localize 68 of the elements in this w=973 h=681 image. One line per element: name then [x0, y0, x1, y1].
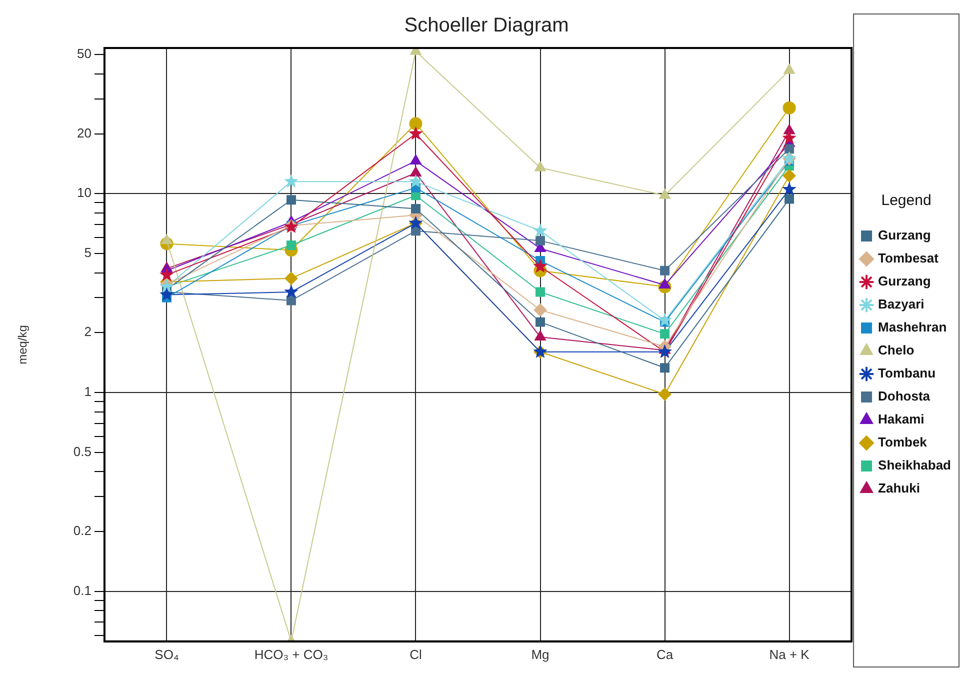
point	[284, 284, 298, 298]
point	[658, 388, 672, 401]
point	[410, 166, 422, 176]
point	[533, 223, 548, 237]
point	[658, 313, 672, 327]
point	[284, 272, 298, 285]
point	[660, 266, 670, 276]
point	[784, 144, 794, 154]
point	[659, 188, 670, 199]
chart-title: Schoeller Diagram	[404, 14, 569, 37]
y-tick-label: 2	[84, 324, 92, 340]
legend-label: Gurzang	[878, 228, 931, 243]
y-tick-label: 20	[77, 125, 92, 140]
point	[534, 330, 546, 341]
y-tick-label: 10	[77, 185, 92, 200]
x-tick-label: Mg	[531, 646, 550, 662]
x-tick-label: Na + K	[769, 646, 810, 662]
legend-label: Dohosta	[878, 388, 931, 404]
point	[536, 287, 545, 297]
y-tick-label: 0.2	[73, 523, 92, 538]
point	[782, 169, 796, 182]
y-tick-label: 50	[77, 46, 92, 62]
legend-label: Mashehran	[878, 320, 947, 335]
point	[660, 363, 670, 373]
point	[286, 240, 296, 250]
legend-label: Tombesat	[878, 250, 940, 266]
point	[284, 174, 298, 188]
point	[534, 161, 546, 172]
point	[784, 194, 794, 204]
legend-label: Chelo	[878, 342, 914, 358]
x-tick-label: Cl	[410, 646, 422, 662]
point	[784, 124, 795, 134]
y-axis-title: meq/kg	[16, 325, 30, 364]
point	[160, 267, 174, 282]
point	[536, 236, 545, 246]
point	[536, 317, 545, 327]
legend-label: Tombanu	[878, 366, 936, 381]
legend-title: Legend	[881, 192, 932, 210]
point	[411, 204, 420, 214]
point	[660, 329, 670, 339]
point	[161, 234, 172, 244]
legend-label: Bazyari	[878, 296, 924, 312]
legend-label: Tombek	[878, 434, 928, 450]
legend-label: Sheikhabad	[878, 458, 952, 473]
point	[659, 278, 670, 289]
point	[160, 287, 174, 301]
point	[286, 296, 296, 306]
y-tick-label: 5	[84, 245, 92, 260]
legend-label: Hakami	[878, 412, 924, 427]
legend-label: Zahuki	[878, 480, 920, 496]
point	[782, 101, 796, 114]
y-tick-label: 0.5	[73, 444, 92, 459]
point	[409, 117, 422, 130]
y-tick-label: 1	[84, 384, 92, 400]
point	[408, 174, 423, 188]
x-tick-label: HCO₃ + CO₃	[254, 646, 328, 662]
x-tick-label: Ca	[656, 646, 674, 662]
y-tick-label: 0.1	[73, 582, 92, 598]
point	[533, 259, 548, 273]
legend-label: Gurzang	[878, 274, 931, 289]
point	[534, 303, 547, 316]
x-tick-label: SO₄	[154, 646, 179, 662]
point	[408, 126, 423, 140]
point	[410, 154, 422, 164]
point	[782, 130, 796, 144]
point	[784, 64, 795, 74]
point	[286, 195, 296, 205]
point	[782, 182, 796, 196]
